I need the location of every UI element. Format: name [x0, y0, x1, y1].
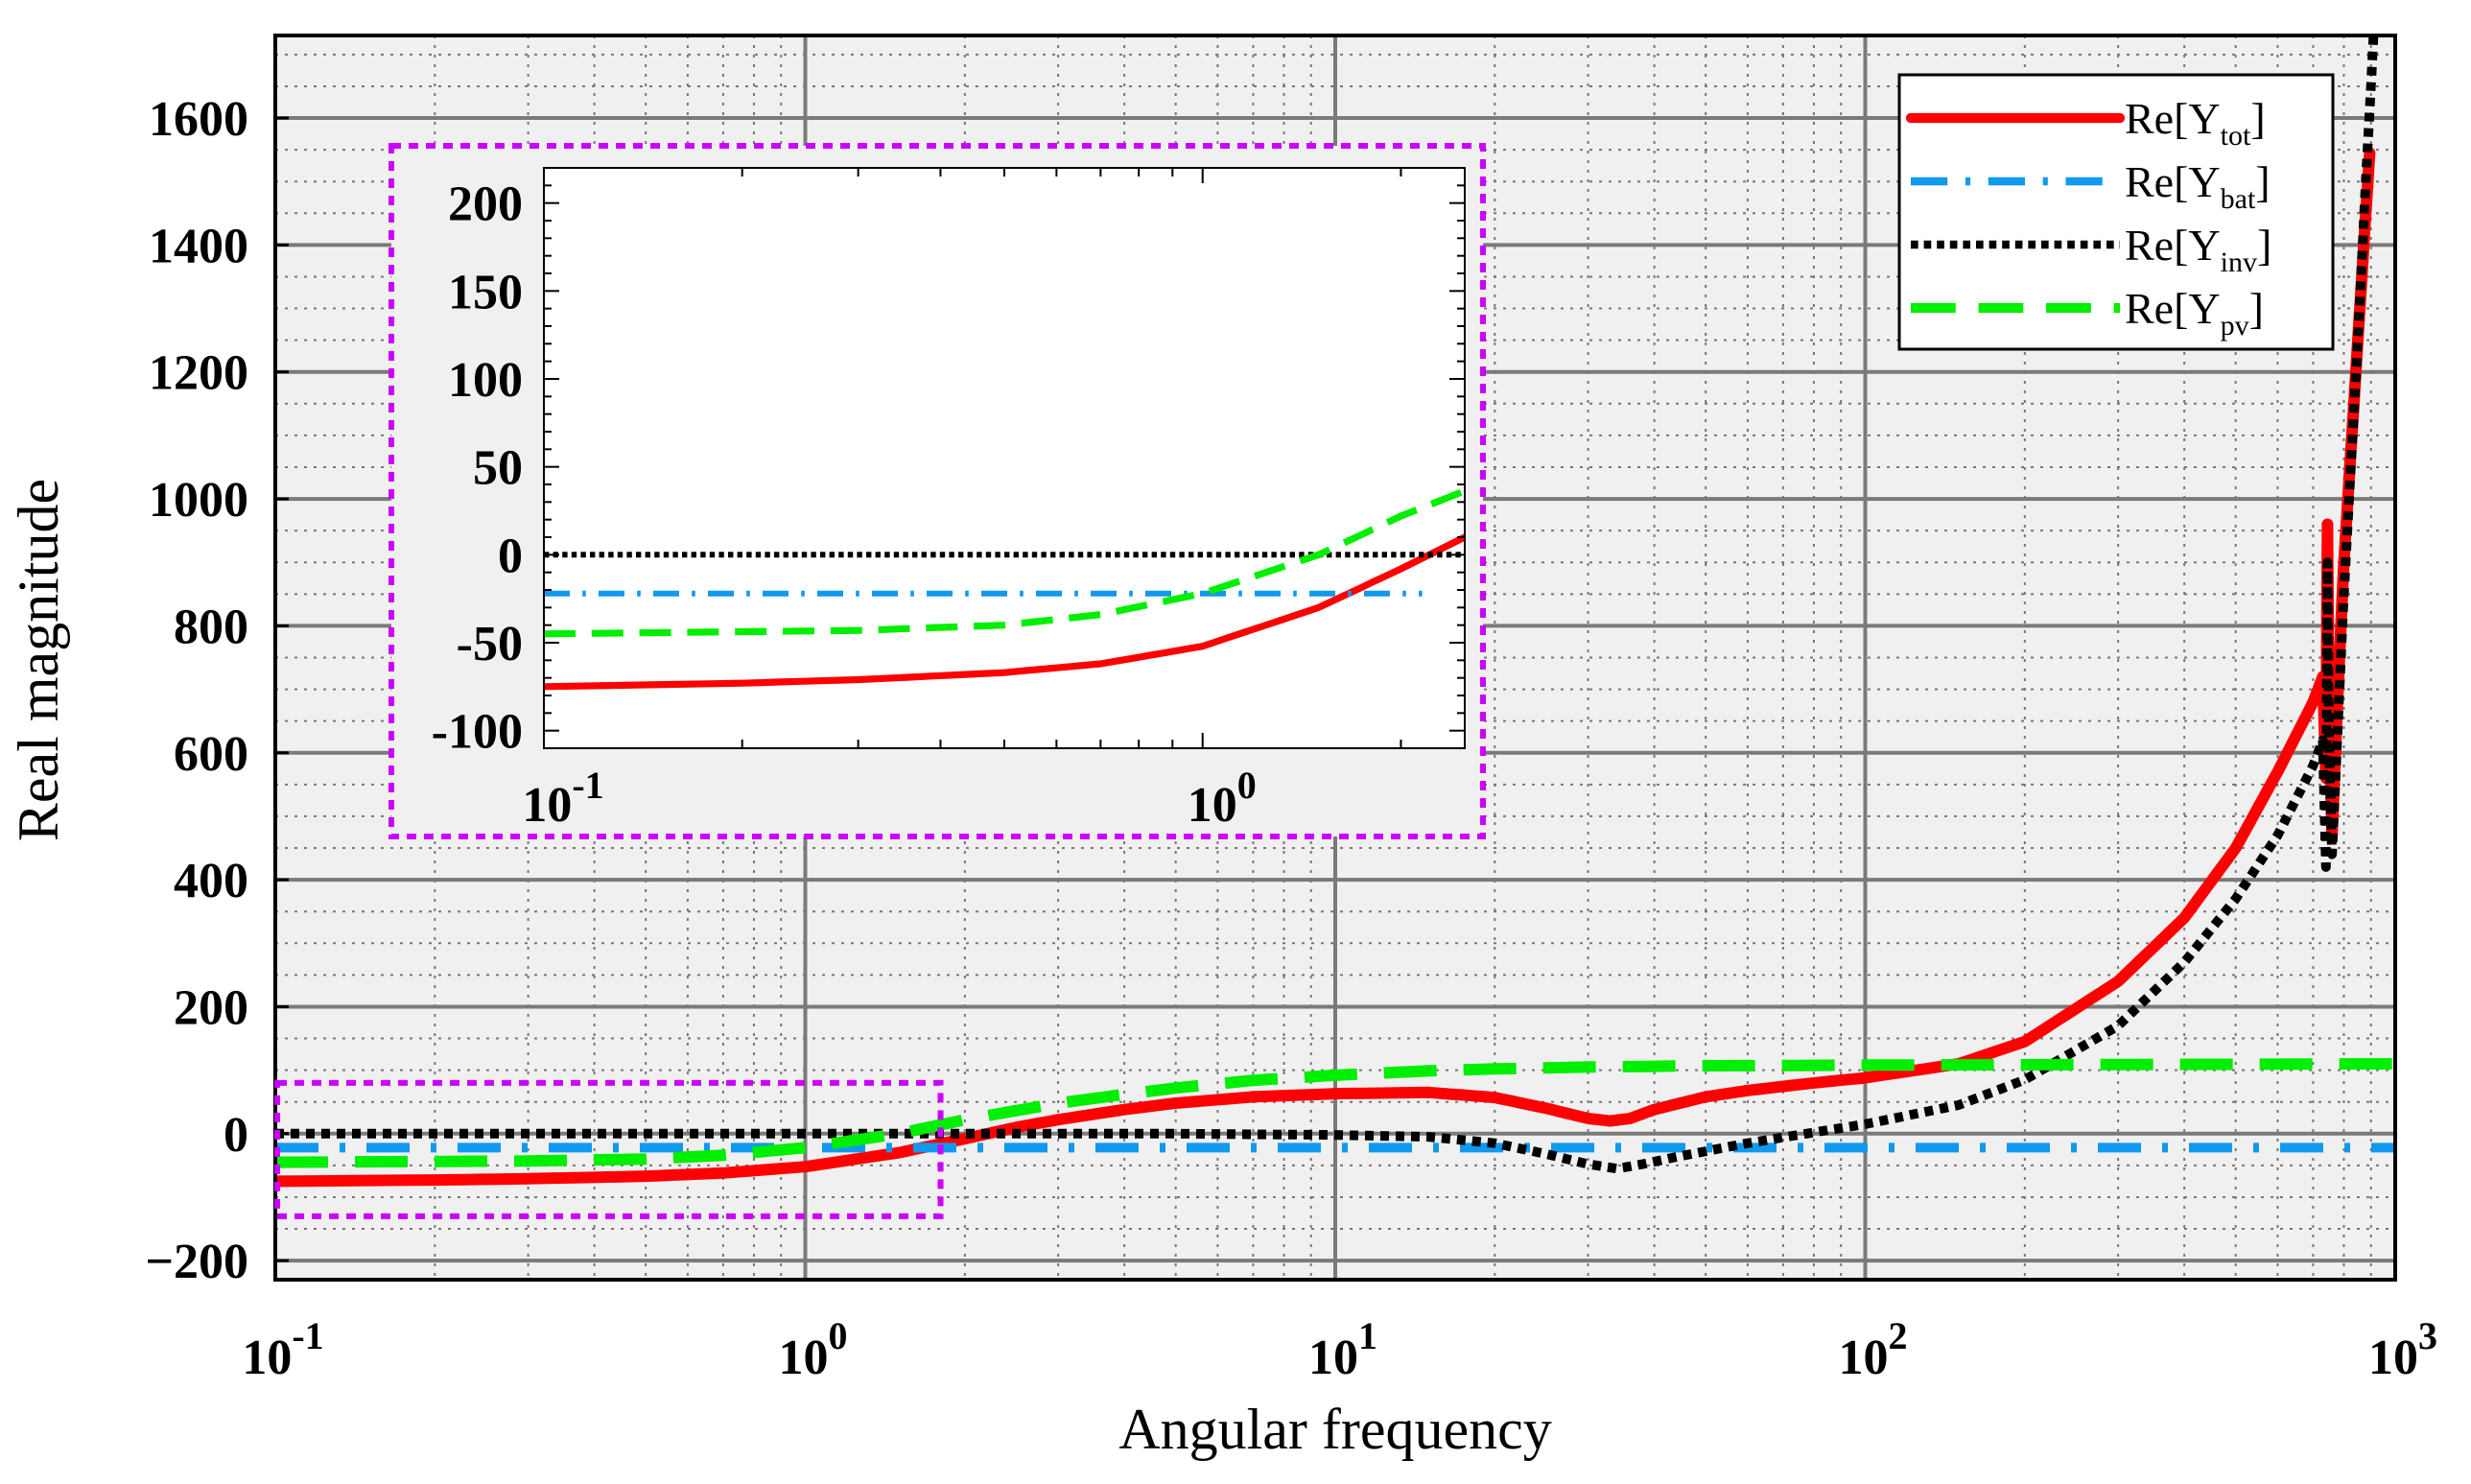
zoom-region-rect	[274, 1079, 944, 1219]
x-tick-label: 102	[1839, 1314, 1908, 1385]
series-line-0	[275, 147, 2376, 1188]
inset-plot-background	[544, 168, 1465, 748]
inset-y-tick-label: 0	[498, 529, 523, 583]
y-tick-label: 0	[224, 1108, 248, 1163]
legend: Re[Ytot]Re[Ybat] Re[Yinv] Re[Ypv]	[1897, 73, 2335, 351]
main-series-lines	[275, 35, 2395, 1188]
inset-series-lines	[544, 486, 1465, 691]
legend-label-1: Re[Ybat]	[2125, 157, 2271, 215]
x-tick-label: 100	[779, 1314, 848, 1385]
legend-label-2: Re[Yinv]	[2125, 221, 2271, 278]
inset-y-tick-label: 100	[448, 353, 523, 408]
inset-y-tick-label: 50	[473, 441, 523, 496]
y-tick-label: −200	[145, 1235, 248, 1289]
x-tick-label: 103	[2368, 1314, 2437, 1385]
legend-label-3: Re[Ypv]	[2125, 284, 2264, 342]
y-tick-label: 1400	[149, 219, 248, 273]
legend-label-0: Re[Ytot]	[2125, 94, 2266, 152]
inset-x-tick-label: 100	[1188, 764, 1257, 833]
inset-chart: -100 -50 0 50 100 150 200 10-1 100	[388, 143, 1486, 839]
series-line-2	[275, 35, 2379, 1174]
y-tick-label: 800	[174, 600, 248, 654]
y-tick-label: 1000	[149, 473, 248, 528]
inset-x-tick-label: 10-1	[522, 764, 603, 833]
series-line-3	[275, 1058, 2395, 1168]
inset-y-tick-label: -100	[432, 705, 523, 760]
inset-y-tick-label: 200	[448, 177, 523, 232]
x-tick-label: 10-1	[242, 1314, 323, 1385]
y-axis-title: Real magnitude	[7, 479, 70, 841]
y-tick-label: 200	[174, 980, 248, 1035]
y-tick-label: 1600	[149, 92, 248, 147]
inset-series-line-3	[544, 486, 1465, 638]
zoom-region-box	[274, 1079, 944, 1219]
y-tick-label: 400	[174, 854, 248, 908]
x-axis-title: Angular frequency	[1118, 1398, 1551, 1461]
plot-frame	[273, 34, 2397, 1282]
x-tick-label: 101	[1308, 1314, 1377, 1385]
y-tick-label: 600	[174, 727, 248, 782]
y-tick-label: 1200	[149, 346, 248, 401]
inset-y-tick-label: -50	[457, 617, 523, 671]
inset-y-tick-label: 150	[448, 265, 523, 319]
